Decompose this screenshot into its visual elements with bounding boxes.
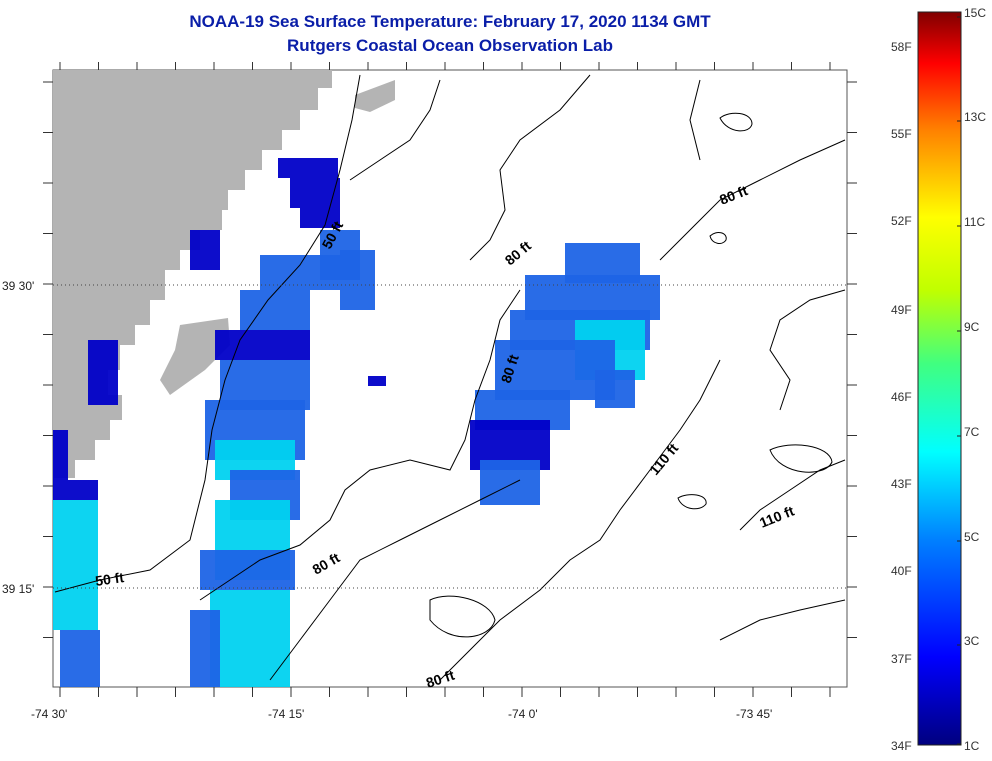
cb-c-1: 1C [964, 739, 980, 753]
cb-f-37: 37F [891, 652, 912, 666]
lat-label-3915: 39 15' [2, 582, 34, 596]
sst-pixels [53, 158, 660, 687]
sst-pixel-block [53, 430, 68, 480]
bathymetry-contours [54, 74, 846, 681]
colorbar [917, 11, 962, 746]
cb-c-15: 15C [964, 6, 986, 20]
contour-line-80ft-b [199, 289, 521, 601]
cb-f-49: 49F [891, 303, 912, 317]
cb-f-34: 34F [891, 739, 912, 753]
lat-label-3930: 39 30' [2, 279, 34, 293]
frame-ticks [43, 62, 857, 697]
contour-line-80ft-d [659, 139, 846, 411]
contour-line-50ft [54, 74, 361, 593]
sst-pixel-block [595, 370, 635, 408]
contour-label-50ft-south: 50 ft [94, 569, 125, 589]
contour-shoal-4 [709, 232, 727, 244]
sst-pixel-block [190, 230, 220, 270]
lon-label-7345: -73 45' [736, 707, 772, 721]
sst-pixel-block [340, 250, 375, 310]
map-subtitle: Rutgers Coastal Ocean Observation Lab [287, 36, 613, 55]
lon-label-7400: -74 0' [508, 707, 538, 721]
cb-f-58: 58F [891, 40, 912, 54]
cb-c-5: 5C [964, 530, 980, 544]
sst-pixel-block [240, 290, 310, 330]
cb-f-52: 52F [891, 214, 912, 228]
sst-pixel-block [368, 376, 386, 386]
sst-pixel-block [480, 460, 540, 505]
land-mass [53, 70, 332, 478]
sst-pixel-block [190, 610, 220, 687]
sst-pixel-block [260, 255, 340, 290]
contour-shoal-2 [769, 444, 833, 473]
contour-shoal-5 [429, 595, 496, 638]
land-island [355, 80, 395, 112]
lon-label-7430: -74 30' [31, 707, 67, 721]
sst-pixel-block [53, 560, 98, 630]
cb-f-43: 43F [891, 477, 912, 491]
contour-shoal-1 [719, 112, 753, 132]
sst-pixel-block [88, 340, 118, 405]
cb-f-40: 40F [891, 564, 912, 578]
sst-pixel-block [53, 480, 98, 500]
contour-shoal-3 [677, 494, 707, 510]
sst-pixel-block [60, 630, 100, 687]
cb-c-3: 3C [964, 634, 980, 648]
sst-pixel-block [278, 158, 338, 178]
cb-f-46: 46F [891, 390, 912, 404]
contour-line-80ft-c [269, 479, 521, 681]
cb-c-11: 11C [964, 215, 985, 229]
cb-c-9: 9C [964, 320, 980, 334]
contour-line-80ft-a [349, 74, 591, 261]
sst-pixel-block [53, 500, 98, 560]
land-peninsula [160, 318, 230, 395]
sst-pixel-block [215, 330, 310, 360]
sst-pixel-block [200, 550, 295, 590]
colorbar-ticks [957, 16, 961, 745]
sst-pixel-block [300, 208, 340, 228]
cb-c-7: 7C [964, 425, 980, 439]
graticule [53, 284, 847, 589]
sst-pixel-block [290, 178, 340, 208]
lon-label-7415: -74 15' [268, 707, 304, 721]
contour-line-110ft [439, 79, 721, 681]
cb-c-13: 13C [964, 110, 986, 124]
map-title: NOAA-19 Sea Surface Temperature: Februar… [189, 12, 711, 31]
sst-pixel-block [210, 590, 290, 687]
cb-f-55: 55F [891, 127, 912, 141]
